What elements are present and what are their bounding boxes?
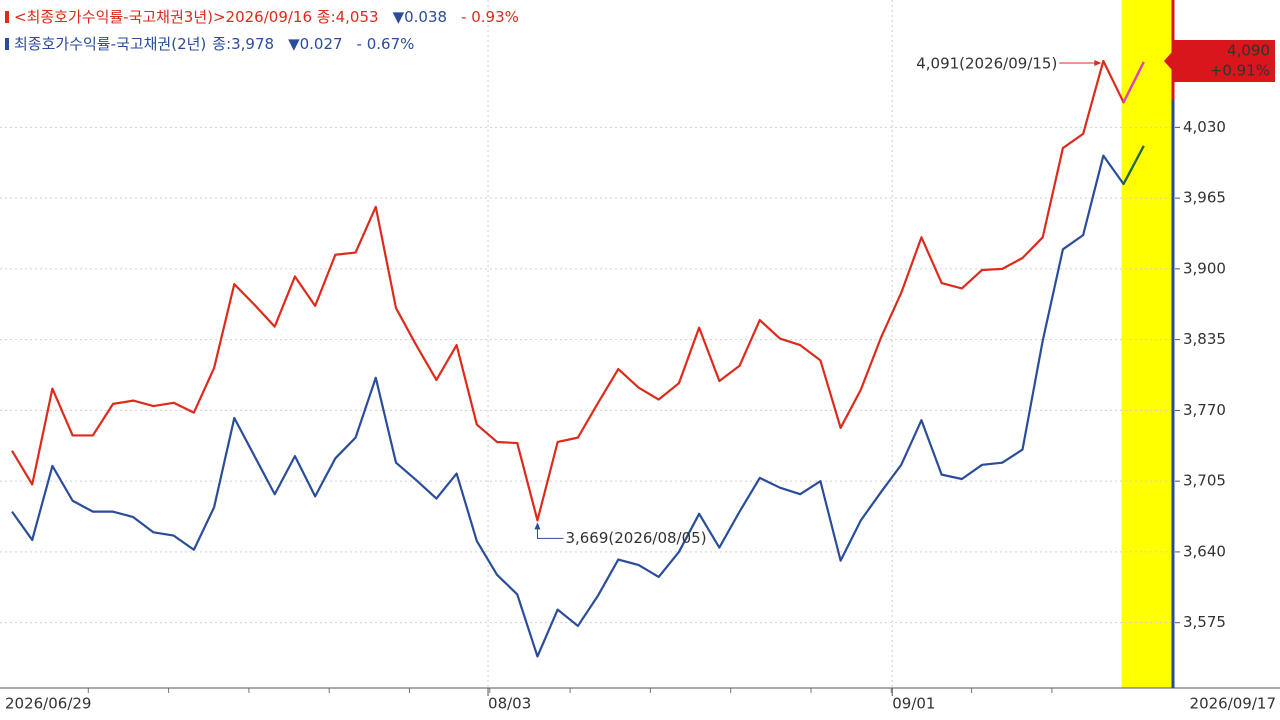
- legend-name: <최종호가수익률-국고채권3년)>: [14, 8, 226, 26]
- legend-info: - 0.93%: [461, 8, 519, 26]
- legend-info: - 0.67%: [357, 35, 415, 53]
- current-change: +0.91%: [1210, 62, 1270, 80]
- legend-entry: <최종호가수익률-국고채권3년)>2026/09/16 종:4,053 ▼0.03…: [14, 8, 519, 26]
- cursor-band: [1121, 0, 1174, 688]
- y-tick-label: 3,835: [1183, 330, 1226, 348]
- current-value-pointer: [1164, 52, 1172, 70]
- x-tick-label: 2026/06/29: [5, 695, 91, 713]
- legend-info: ▼0.038: [393, 8, 447, 26]
- series-line: [11, 59, 1145, 522]
- annotation-arrowhead: [1094, 59, 1102, 66]
- y-tick-label: 3,705: [1183, 472, 1226, 490]
- annotation-arrowhead: [534, 522, 541, 530]
- x-tick-label: 2026/09/17: [1190, 695, 1276, 713]
- y-tick-label: 4,030: [1183, 118, 1226, 136]
- series-line: [11, 145, 1145, 658]
- legend-swatch: [5, 11, 9, 23]
- last-segment: [1122, 145, 1145, 185]
- annotation-max: 4,091(2026/09/15): [916, 54, 1057, 72]
- x-tick-label: 08/03: [488, 695, 531, 713]
- y-tick-label: 3,965: [1183, 189, 1226, 207]
- current-value: 4,090: [1227, 42, 1270, 60]
- legend-entry: 최종호가수익률-국고채권(2년) 종:3,978 ▼0.027 - 0.67%: [14, 35, 414, 53]
- legend-info: 2026/09/16 종:4,053: [226, 8, 379, 26]
- legend-info: ▼0.027: [288, 35, 342, 53]
- annotation-min: 3,669(2026/08/05): [565, 529, 706, 547]
- last-segment: [1122, 61, 1145, 103]
- legend-swatch: [5, 38, 9, 50]
- current-value-box: [1172, 40, 1275, 82]
- y-tick-label: 3,640: [1183, 542, 1226, 560]
- legend-name: 최종호가수익률-국고채권(2년): [14, 35, 206, 53]
- y-tick-label: 3,575: [1183, 613, 1226, 631]
- y-tick-label: 3,770: [1183, 401, 1226, 419]
- x-tick-label: 09/01: [892, 695, 935, 713]
- y-tick-label: 3,900: [1183, 259, 1226, 277]
- legend-info: 종:3,978: [212, 35, 274, 53]
